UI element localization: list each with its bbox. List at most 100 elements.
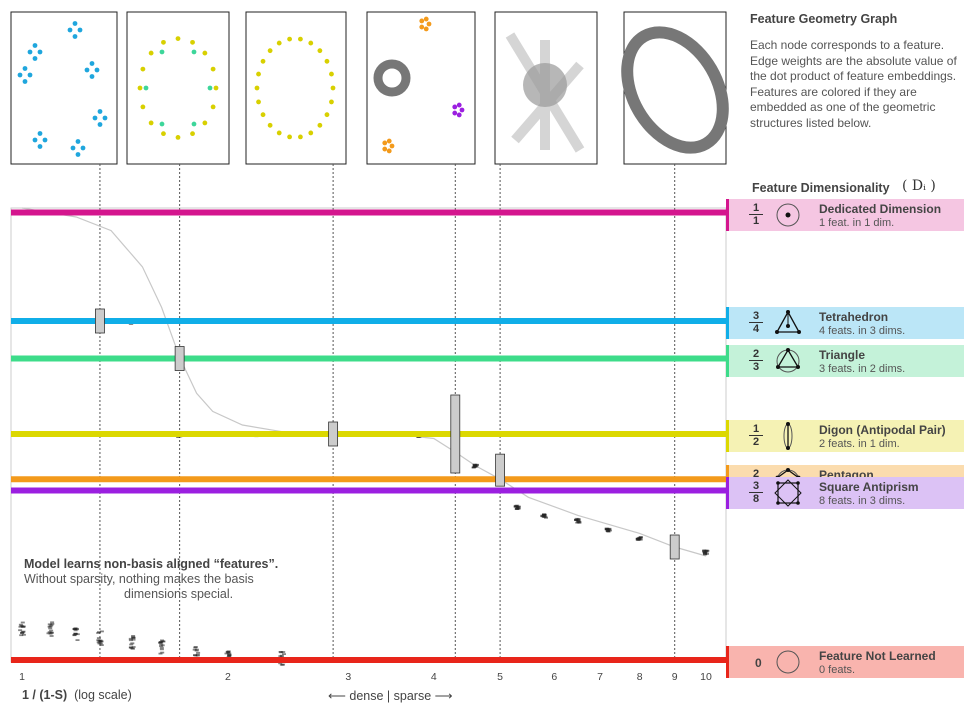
scatter-point xyxy=(637,538,642,541)
x-axis-ticks: 1 2 3 4 5 6 7 8 9 10 xyxy=(19,671,712,683)
x-axis-label-note: (log scale) xyxy=(74,688,132,702)
dimensionality-symbol: ( Dᵢ ) xyxy=(902,178,936,194)
scatter-point xyxy=(158,652,163,655)
band-subtitle: 2 feats. in 1 dim. xyxy=(819,438,900,450)
scatter-point xyxy=(278,655,283,657)
band-subtitle: 0 feats. xyxy=(819,664,856,676)
fraction-numerator: 3 xyxy=(749,310,763,323)
scatter-point xyxy=(282,653,286,655)
graph-node xyxy=(140,66,146,72)
scatter-point xyxy=(20,632,25,634)
empty-circle-icon xyxy=(776,650,800,674)
graph-node xyxy=(329,71,334,77)
scatter-point xyxy=(638,536,643,539)
triangle-icon xyxy=(776,347,800,373)
fraction-denominator: 3 xyxy=(752,360,760,373)
scatter-point xyxy=(49,635,54,637)
scatter-point xyxy=(514,508,519,510)
scatter-point xyxy=(72,634,77,637)
graph-node xyxy=(32,43,38,48)
scatter-point xyxy=(18,623,23,626)
scatter-point xyxy=(49,631,54,634)
legend-band-dedicated: 1 1 Dedicated Dimension 1 feat. in 1 dim. xyxy=(726,198,964,231)
graph-node xyxy=(148,120,154,126)
dimensionality-curve xyxy=(21,207,707,557)
band-subtitle: 8 feats. in 3 dims. xyxy=(819,494,906,507)
scatter-point xyxy=(544,516,548,519)
scatter-point xyxy=(193,654,198,657)
band-name: Digon (Antipodal Pair) xyxy=(819,423,946,437)
graph-cluster xyxy=(621,26,729,154)
graph-node xyxy=(423,16,429,22)
graph-node xyxy=(207,85,213,91)
scatter-point xyxy=(541,516,546,518)
scatter-point xyxy=(575,521,580,524)
scatter-point xyxy=(50,621,55,624)
graph-node xyxy=(202,120,208,126)
graph-node xyxy=(22,66,28,71)
x-tick-label: 8 xyxy=(637,671,643,683)
graph-node xyxy=(426,21,432,27)
scatter-point xyxy=(281,663,285,666)
scatter-point xyxy=(576,520,580,522)
scatter-point xyxy=(128,637,133,640)
scatter-point xyxy=(192,648,197,651)
graph-node xyxy=(382,140,388,146)
legend-band-tetra: 3 4 Tetrahedron 4 feats. in 3 dims. xyxy=(726,307,964,339)
graph-node xyxy=(452,104,458,110)
graph-node xyxy=(456,102,462,108)
scatter-point xyxy=(196,651,201,654)
graph-node xyxy=(382,146,388,152)
graph-node xyxy=(148,50,154,56)
scatter-point xyxy=(74,627,79,630)
graph-node xyxy=(161,39,166,45)
scatter-point xyxy=(159,646,164,649)
scatter-point xyxy=(18,625,23,628)
graph-node xyxy=(308,40,314,46)
x-axis-label-main: 1 / (1-S) xyxy=(22,688,68,702)
scatter-point xyxy=(227,654,232,657)
graph-node xyxy=(37,49,43,55)
scatter-point xyxy=(50,623,55,625)
scatter-point xyxy=(513,505,518,508)
graph-node xyxy=(89,74,95,79)
graph-node xyxy=(386,148,392,154)
highlight-box xyxy=(95,308,105,334)
scatter-point xyxy=(96,637,101,639)
legend-band-none: 0 Feature Not Learned 0 feats. xyxy=(726,646,964,678)
scatter-point xyxy=(574,518,579,521)
graph-node xyxy=(32,137,38,143)
band-fraction: 0 xyxy=(755,656,762,670)
graph-node xyxy=(159,121,165,127)
x-tick-label: 4 xyxy=(431,671,437,683)
graph-node xyxy=(190,131,195,137)
scatter-point xyxy=(20,621,25,624)
scatter-point xyxy=(97,631,101,633)
highlight-box xyxy=(174,346,185,371)
graph-node xyxy=(459,107,465,113)
highlight-box xyxy=(450,394,461,474)
scatter-point xyxy=(75,639,80,641)
graph-node xyxy=(140,104,146,110)
band-name: Square Antiprism xyxy=(819,479,919,494)
x-tick-label: 10 xyxy=(700,671,712,683)
graph-node xyxy=(210,66,216,72)
graph-node xyxy=(191,121,197,127)
feature-geometry-thumbnails xyxy=(10,11,727,165)
graph-node xyxy=(159,49,165,55)
graph-node xyxy=(260,112,266,118)
x-axis-label: 1 / (1-S) (log scale) xyxy=(22,688,132,702)
scatter-point xyxy=(99,644,104,646)
graph-node xyxy=(92,115,98,121)
scatter-point xyxy=(225,650,230,653)
graph-node xyxy=(330,85,336,91)
scatter-point xyxy=(472,464,477,467)
band-name: Dedicated Dimension xyxy=(819,201,942,216)
band-name: Tetrahedron xyxy=(819,310,889,324)
graph-node xyxy=(190,39,195,45)
graph-node xyxy=(308,130,314,136)
graph-node xyxy=(267,48,273,54)
